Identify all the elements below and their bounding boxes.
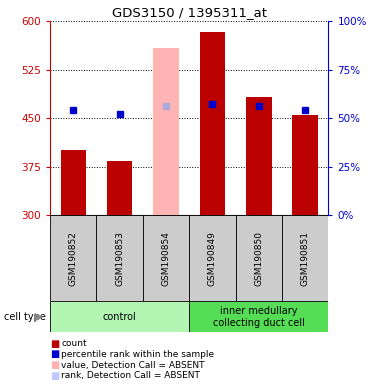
Text: percentile rank within the sample: percentile rank within the sample (61, 350, 214, 359)
Bar (143, 215, 189, 301)
Text: GSM190854: GSM190854 (161, 231, 171, 286)
Bar (246, 97, 272, 215)
Bar (236, 215, 282, 301)
Bar (189, 215, 236, 301)
Bar (282, 215, 328, 301)
Bar (292, 115, 318, 215)
Text: inner medullary
collecting duct cell: inner medullary collecting duct cell (213, 306, 305, 328)
Text: ▶: ▶ (35, 312, 43, 322)
Text: ■: ■ (50, 349, 59, 359)
Text: GSM190851: GSM190851 (301, 231, 310, 286)
Text: GSM190849: GSM190849 (208, 231, 217, 286)
Text: GSM190850: GSM190850 (254, 231, 263, 286)
Text: GSM190853: GSM190853 (115, 231, 124, 286)
Bar (189, 301, 328, 332)
Title: GDS3150 / 1395311_at: GDS3150 / 1395311_at (112, 5, 267, 18)
Bar (200, 32, 225, 215)
Text: rank, Detection Call = ABSENT: rank, Detection Call = ABSENT (61, 371, 200, 381)
Bar (107, 161, 132, 215)
Text: GSM190852: GSM190852 (69, 231, 78, 286)
Bar (50, 215, 96, 301)
Bar (153, 48, 179, 215)
Bar (96, 215, 143, 301)
Text: ■: ■ (50, 371, 59, 381)
Text: value, Detection Call = ABSENT: value, Detection Call = ABSENT (61, 361, 205, 370)
Text: ■: ■ (50, 339, 59, 349)
Text: cell type: cell type (4, 312, 46, 322)
Text: ■: ■ (50, 360, 59, 370)
Text: count: count (61, 339, 87, 348)
Bar (50, 301, 189, 332)
Text: control: control (103, 312, 137, 322)
Bar (60, 151, 86, 215)
